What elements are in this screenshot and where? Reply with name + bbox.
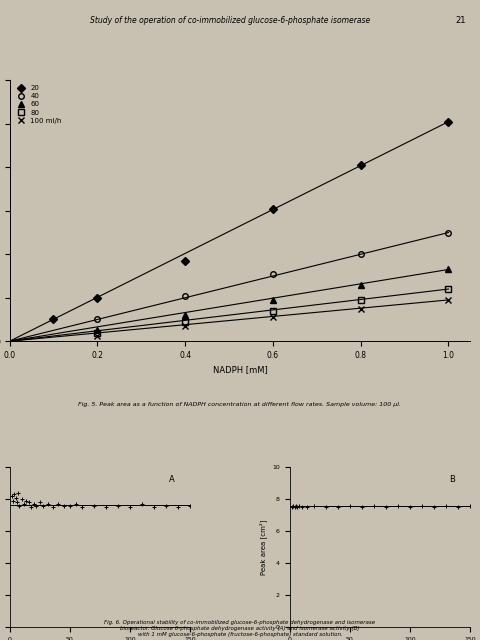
Text: Fig. 6. Operational stability of co-immobilized glucose-6-phosphate dehydrogenas: Fig. 6. Operational stability of co-immo… [105, 620, 375, 637]
Text: Study of the operation of co-immobilized glucose-6-phosphate isomerase: Study of the operation of co-immobilized… [90, 16, 371, 25]
Y-axis label: Peak area [cm²]: Peak area [cm²] [259, 520, 267, 575]
Legend: 20, 40, 60, 80, 100 ml/h: 20, 40, 60, 80, 100 ml/h [13, 84, 63, 125]
Text: Fig. 5. Peak area as a function of NADPH concentration at different flow rates. : Fig. 5. Peak area as a function of NADPH… [79, 402, 401, 406]
Text: B: B [449, 475, 455, 484]
Text: 21: 21 [455, 16, 466, 25]
Text: A: A [168, 475, 174, 484]
X-axis label: NADPH [mM]: NADPH [mM] [213, 365, 267, 374]
